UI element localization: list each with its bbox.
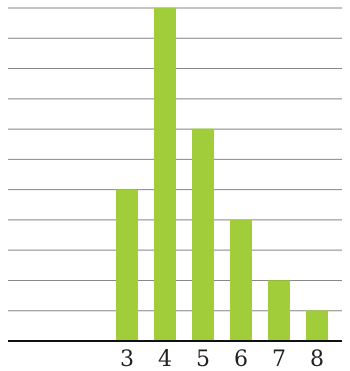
bar-6 [230, 219, 252, 341]
x-tick-label-4: 4 [158, 347, 172, 371]
x-tick-label-8: 8 [310, 347, 324, 371]
bar-5 [192, 129, 214, 341]
bar-4 [154, 8, 176, 341]
x-tick-label-3: 3 [120, 347, 134, 371]
bar-7 [268, 280, 290, 341]
x-tick-label-6: 6 [234, 347, 248, 371]
bars [116, 8, 328, 341]
bar-3 [116, 189, 138, 341]
x-tick-label-7: 7 [272, 347, 286, 371]
x-tick-label-5: 5 [196, 347, 210, 371]
bar-8 [306, 310, 328, 341]
